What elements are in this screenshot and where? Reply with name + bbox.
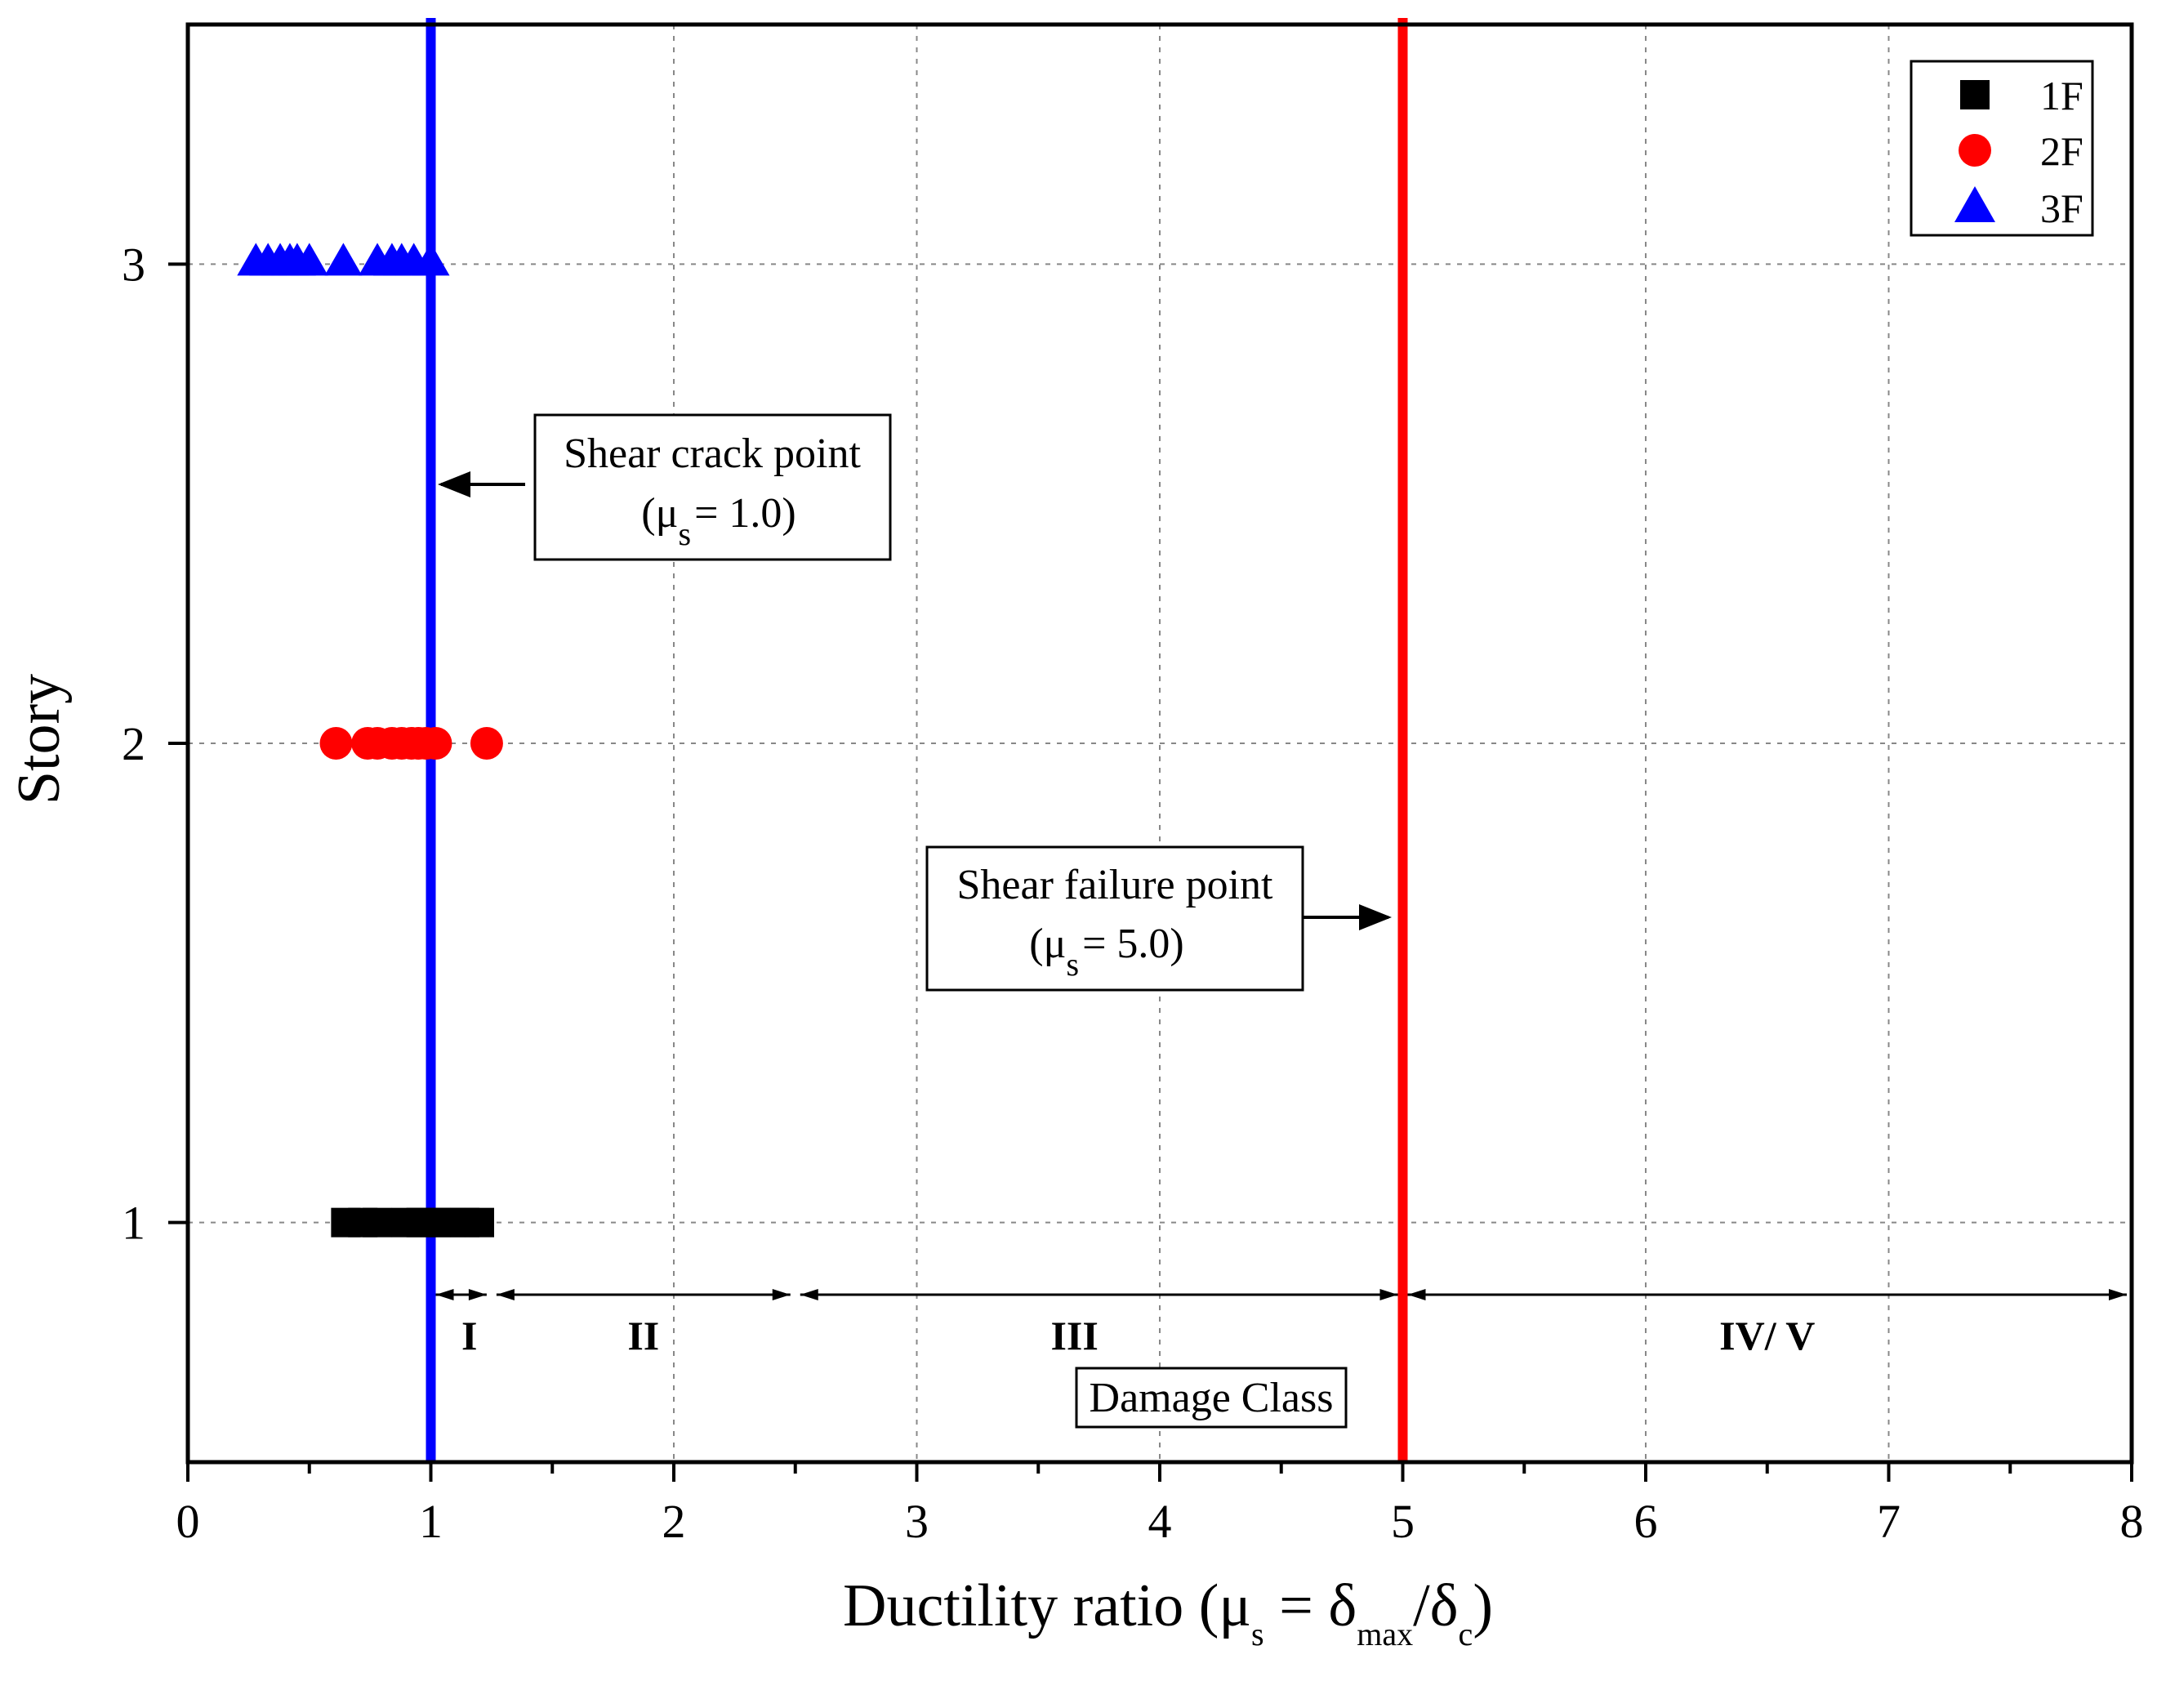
damage-class-title-box: Damage Class <box>1075 1367 1348 1429</box>
y-tick-label: 2 <box>122 717 145 770</box>
point-2f <box>419 727 452 760</box>
damage-class-arrowhead-right <box>772 1289 791 1300</box>
y-axis-title: Story <box>6 674 73 805</box>
x-tick-label: 5 <box>1391 1495 1415 1548</box>
point-1f <box>465 1207 494 1238</box>
damage-classes: I II III IV/ V <box>435 1289 2127 1358</box>
legend-marker-1f <box>1960 80 1990 109</box>
shear-failure-box <box>925 845 1304 992</box>
y-tick-label: 3 <box>122 238 145 291</box>
damage-class-label: I <box>461 1313 477 1358</box>
shear-crack-title: Shear crack point <box>564 430 861 477</box>
damage-class-label: II <box>627 1313 659 1358</box>
legend-label-1f: 1F <box>2040 73 2083 118</box>
point-2f <box>470 727 503 760</box>
x-tick-label: 4 <box>1148 1495 1172 1548</box>
shear-failure-title: Shear failure point <box>957 862 1274 908</box>
legend-marker-3f <box>1954 186 1995 222</box>
x-tick-label: 3 <box>905 1495 929 1548</box>
point-3f <box>290 243 328 276</box>
shear-crack-box <box>533 413 892 561</box>
shear-failure-value: (μs= 5.0) <box>1029 921 1183 983</box>
legend-box <box>1910 60 2094 237</box>
x-tick-label: 0 <box>176 1495 200 1548</box>
damage-class-arrowhead-left <box>1407 1289 1426 1300</box>
damage-class-arrowhead-right <box>2109 1289 2127 1300</box>
damage-class-arrowhead-left <box>435 1289 454 1300</box>
x-tick-label: 8 <box>2120 1495 2144 1548</box>
y-tick-label: 1 <box>122 1197 145 1250</box>
legend: 1F 2F 3F <box>1910 60 2094 237</box>
legend-marker-2f <box>1959 134 1991 167</box>
damage-class-arrowhead-left <box>496 1289 515 1300</box>
damage-class-title: Damage Class <box>1090 1375 1334 1421</box>
x-tick-label: 7 <box>1877 1495 1901 1548</box>
axis-ticks: 0 1 2 3 4 5 6 7 8 1 2 3 <box>122 238 2144 1548</box>
legend-label-3f: 3F <box>2040 185 2083 231</box>
damage-class-arrowhead-right <box>1379 1289 1398 1300</box>
damage-class-label: III <box>1050 1313 1098 1358</box>
point-3f <box>412 243 450 276</box>
shear-crack-value: (μs= 1.0) <box>641 490 796 552</box>
point-2f <box>319 727 353 760</box>
shear-crack-annotation: Shear crack point (μs= 1.0) <box>438 413 892 561</box>
shear-failure-annotation: Shear failure point (μs= 5.0) <box>925 845 1392 992</box>
x-tick-label: 1 <box>419 1495 443 1548</box>
data-points <box>237 243 503 1238</box>
damage-class-arrowhead-right <box>468 1289 487 1300</box>
x-axis-title: Ductility ratio (μs = δmax/δc) <box>843 1572 1493 1652</box>
x-tick-label: 2 <box>662 1495 686 1548</box>
x-tick-label: 6 <box>1634 1495 1658 1548</box>
legend-label-2f: 2F <box>2040 128 2083 174</box>
grid <box>188 25 2132 1462</box>
point-1f <box>363 1207 393 1238</box>
point-3f <box>324 243 363 276</box>
damage-class-arrowhead-left <box>800 1289 818 1300</box>
damage-class-label: IV/ V <box>1719 1313 1815 1358</box>
